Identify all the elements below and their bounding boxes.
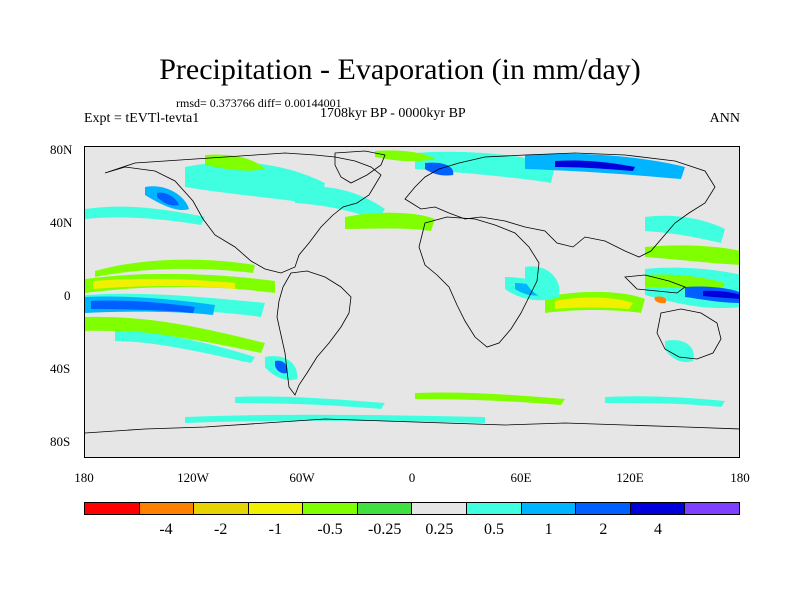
east-africa-wet [525, 266, 560, 299]
lat-tick-40n: 40N [50, 215, 73, 230]
lat-tick-80n: 80N [50, 142, 73, 157]
southern-ocean-dry-2 [415, 392, 565, 405]
south-america-coast [276, 270, 352, 396]
colorbar-box-6 [412, 503, 468, 514]
colorbar-label-7: 1 [544, 521, 553, 538]
southern-ocean-dry [235, 396, 385, 409]
maritime-dry-spot [654, 296, 667, 304]
lon-tick-180e: 180 [730, 470, 750, 485]
north-america-dry [205, 154, 265, 171]
south-pacific-wet-band [115, 331, 255, 363]
colorbar-label-2: -1 [268, 521, 282, 538]
greenland-coast [334, 150, 386, 184]
alaska-deep-core [157, 192, 179, 206]
eurasia-coast [404, 152, 716, 258]
colorbar-box-11 [685, 503, 739, 514]
season-label: ANN [709, 111, 740, 126]
lat-tick-40s: 40S [50, 361, 71, 376]
lon-tick-120e: 120E [616, 470, 644, 485]
lon-tick-180w: 180 [74, 470, 94, 485]
southern-ocean-wet [605, 396, 725, 407]
indonesia-coast [624, 274, 686, 294]
west-pacific-north-band [645, 245, 739, 265]
lon-tick-120w: 120W [177, 470, 209, 485]
lat-tick-0: 0 [64, 288, 71, 303]
australia-wet [665, 340, 694, 363]
colorbar-label-5: 0.25 [425, 521, 454, 538]
north-atlantic-wet [295, 186, 385, 221]
map-panel [84, 146, 740, 458]
africa-coast [418, 216, 540, 348]
lon-tick-0: 0 [408, 470, 416, 485]
rmsd-diff-stats: rmsd= 0.373766 diff= 0.00144001 [176, 96, 342, 110]
east-asia-wet [645, 215, 725, 243]
south-pacific-dry-band [85, 316, 265, 353]
colorbar-label-8: 2 [599, 521, 608, 538]
lon-tick-60e: 60E [510, 470, 532, 485]
antarctic-margin [185, 414, 485, 423]
north-pacific-dry [85, 206, 205, 225]
colorbar-box-2 [194, 503, 249, 514]
western-pacific-deep-core [703, 290, 739, 299]
colorbar-box-5 [357, 503, 413, 514]
lat-tick-80s: 80S [50, 434, 71, 449]
colorbar-label-3: -0.5 [317, 521, 343, 538]
north-america-coast [104, 152, 382, 274]
colorbar-box-8 [521, 503, 577, 514]
east-pacific-deep-core [91, 300, 195, 313]
colorbar-box-3 [248, 503, 304, 514]
antarctica-coast [85, 418, 739, 434]
plot-title: Precipitation - Evaporation (in mm/day) [159, 53, 641, 86]
colorbar-label-9: 4 [654, 521, 662, 538]
australia-coast [656, 308, 722, 360]
coastlines [85, 150, 739, 434]
scandinavia-wet [415, 151, 555, 183]
colorbar-box-1 [139, 503, 195, 514]
pacific-itcz-wet-band [95, 259, 255, 277]
colorbar-box-0 [85, 503, 140, 514]
colorbar-box-4 [303, 503, 358, 514]
indian-ocean-dry-core [555, 297, 633, 309]
north-america-wet [185, 162, 325, 205]
map-canvas [85, 150, 739, 434]
south-america-core [275, 360, 288, 374]
colorbar-label-1: -2 [213, 521, 228, 538]
experiment-label: Expt = tEVTl-tevta1 [84, 111, 200, 126]
colorbar-box-9 [576, 503, 631, 514]
pacific-dry-band-core [93, 278, 235, 289]
colorbar-box-10 [630, 503, 686, 514]
lon-tick-60w: 60W [289, 470, 315, 485]
time-period-label: 1708kyr BP - 0000kyr BP [320, 106, 466, 121]
anomaly-layer [85, 150, 739, 423]
colorbar-label-4: -0.25 [367, 521, 402, 538]
colorbar [84, 502, 740, 515]
arctic-dry [375, 150, 435, 162]
colorbar-label-6: 0.5 [484, 521, 504, 538]
siberia-deep-core [555, 160, 635, 171]
colorbar-label-0: -4 [159, 521, 173, 538]
north-atlantic-dry [345, 212, 435, 231]
colorbar-box-7 [467, 503, 522, 514]
